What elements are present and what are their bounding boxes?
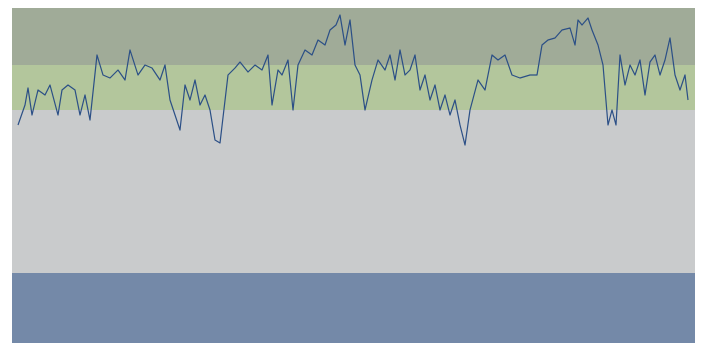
band <box>12 273 695 343</box>
band <box>12 110 695 273</box>
band <box>12 65 695 110</box>
line <box>17 14 689 146</box>
